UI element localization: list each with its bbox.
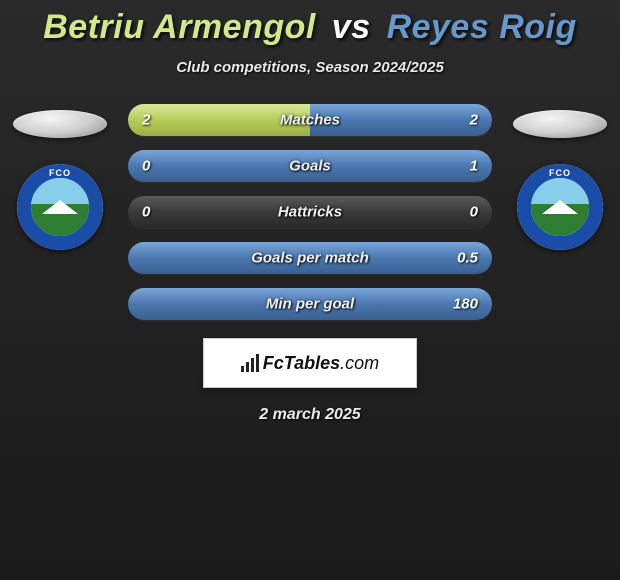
left-column: FCO <box>6 104 114 250</box>
player2-club-badge: FCO <box>517 164 603 250</box>
brand-watermark[interactable]: FcTables.com <box>203 338 417 388</box>
mountain-icon <box>542 200 578 214</box>
stat-label: Hattricks <box>278 204 342 221</box>
player1-avatar-placeholder <box>13 110 107 138</box>
bars-icon <box>241 354 259 372</box>
right-column: FCO <box>506 104 614 250</box>
stat-bar: Min per goal 180 <box>128 288 492 320</box>
mountain-icon <box>42 200 78 214</box>
stats-column: 2 Matches 2 0 Goals 1 0 Hattricks 0 Goals per mat… <box>114 104 506 320</box>
player2-name: Reyes Roig <box>387 8 577 46</box>
player2-avatar-placeholder <box>513 110 607 138</box>
brand-text: FcTables.com <box>263 353 379 374</box>
player1-name: Betriu Armengol <box>43 8 316 46</box>
player1-club-badge: FCO <box>17 164 103 250</box>
stat-bar: 2 Matches 2 <box>128 104 492 136</box>
stat-value-left: 2 <box>142 112 150 129</box>
stat-value-right: 2 <box>470 112 478 129</box>
stat-label: Goals <box>289 158 331 175</box>
brand-name: FcTables <box>263 353 340 373</box>
comparison-card: Betriu Armengol vs Reyes Roig Club compe… <box>0 0 620 424</box>
stat-label: Matches <box>280 112 340 129</box>
main-row: FCO 2 Matches 2 0 Goals 1 0 Hattricks 0 Goals per… <box>0 104 620 320</box>
stat-value-right: 1 <box>470 158 478 175</box>
stat-bar: Goals per match 0.5 <box>128 242 492 274</box>
stat-label: Goals per match <box>251 250 369 267</box>
stat-bar: 0 Hattricks 0 <box>128 196 492 228</box>
subtitle: Club competitions, Season 2024/2025 <box>0 59 620 76</box>
page-title: Betriu Armengol vs Reyes Roig <box>0 8 620 47</box>
vs-text: vs <box>332 8 371 46</box>
stat-label: Min per goal <box>266 296 354 313</box>
stat-value-left: 0 <box>142 158 150 175</box>
badge-inner <box>531 178 589 236</box>
club-abbr-left: FCO <box>49 168 71 178</box>
badge-inner <box>31 178 89 236</box>
stat-bar: 0 Goals 1 <box>128 150 492 182</box>
stat-value-right: 180 <box>453 296 478 313</box>
stat-value-left: 0 <box>142 204 150 221</box>
club-abbr-right: FCO <box>549 168 571 178</box>
date-label: 2 march 2025 <box>0 406 620 424</box>
brand-domain: .com <box>340 353 379 373</box>
stat-value-right: 0 <box>470 204 478 221</box>
stat-value-right: 0.5 <box>457 250 478 267</box>
